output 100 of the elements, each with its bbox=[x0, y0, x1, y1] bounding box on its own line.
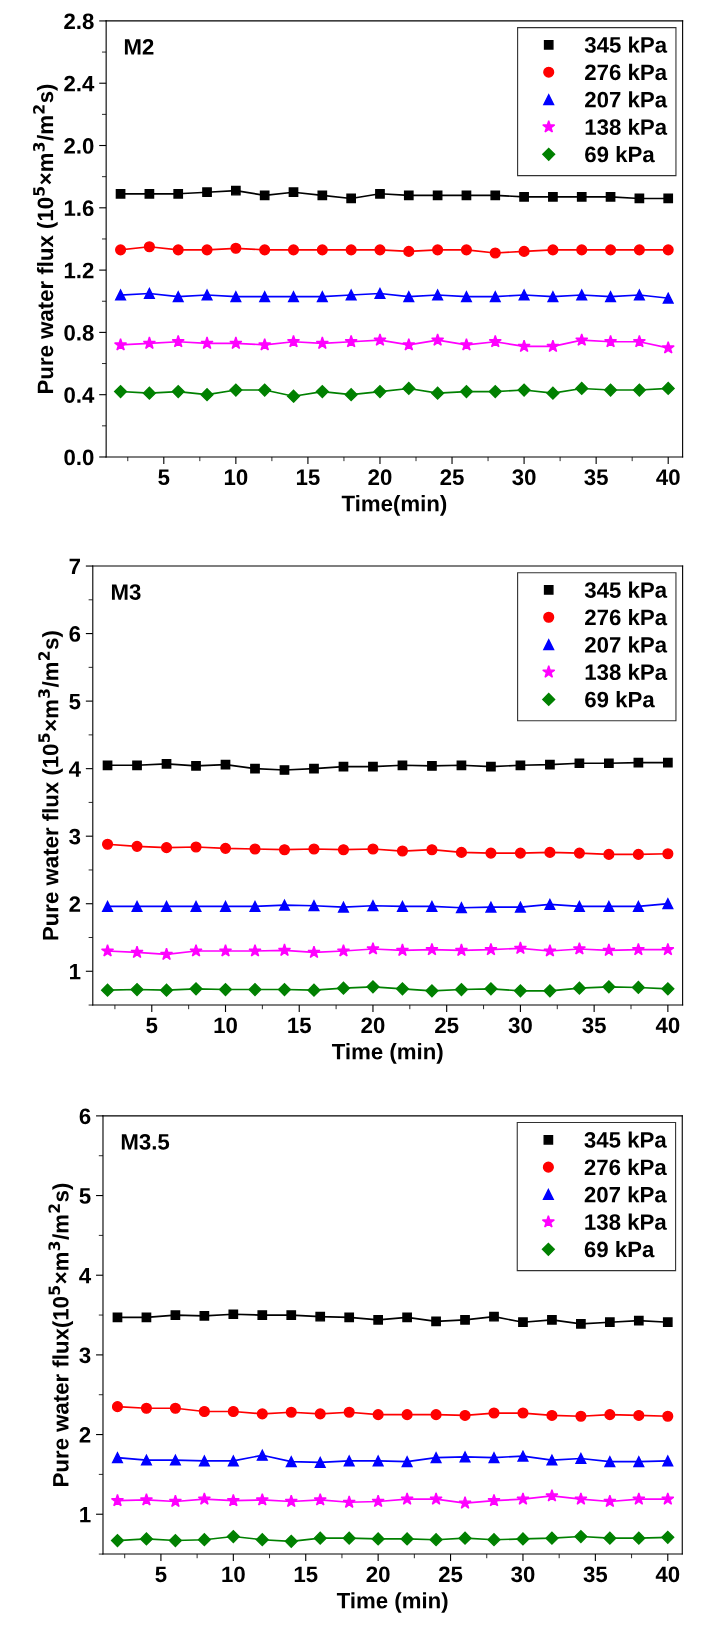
y-tick-label: 6 bbox=[69, 626, 81, 642]
point bbox=[197, 1533, 211, 1547]
point bbox=[258, 337, 272, 351]
x-axis-title: Time (min) bbox=[331, 1043, 443, 1064]
point bbox=[201, 289, 213, 301]
point bbox=[402, 1312, 412, 1323]
point bbox=[604, 291, 617, 303]
point bbox=[431, 386, 445, 400]
point bbox=[458, 1496, 472, 1509]
point bbox=[518, 245, 530, 257]
x-tick-label: 35 bbox=[582, 1017, 606, 1034]
point bbox=[484, 942, 498, 956]
point bbox=[460, 291, 472, 303]
x-tick-label: 35 bbox=[584, 469, 608, 486]
point bbox=[172, 244, 184, 256]
point bbox=[345, 244, 357, 256]
point bbox=[662, 1317, 673, 1328]
point bbox=[219, 842, 232, 854]
point bbox=[402, 337, 416, 351]
point bbox=[543, 984, 557, 998]
point bbox=[518, 289, 530, 301]
point bbox=[345, 289, 357, 301]
point bbox=[429, 1533, 443, 1547]
point bbox=[278, 844, 291, 856]
legend-label: 138 kPa bbox=[585, 118, 668, 135]
point bbox=[113, 384, 128, 399]
point bbox=[604, 244, 617, 256]
point bbox=[336, 944, 351, 957]
point bbox=[484, 982, 498, 996]
point bbox=[456, 760, 467, 771]
point bbox=[663, 193, 674, 204]
point bbox=[199, 1310, 210, 1321]
point bbox=[661, 982, 675, 996]
y-tick-label: 7 bbox=[69, 558, 81, 575]
point bbox=[367, 843, 379, 855]
point bbox=[603, 334, 618, 348]
point bbox=[226, 1493, 240, 1507]
point bbox=[662, 292, 674, 304]
point bbox=[278, 899, 291, 911]
point bbox=[661, 381, 675, 396]
point bbox=[396, 900, 409, 912]
legend-label: 138 kPa bbox=[585, 1213, 667, 1230]
point bbox=[218, 944, 233, 957]
point bbox=[190, 900, 202, 912]
point bbox=[115, 244, 127, 256]
y-axis-title: Pure water flux(10$^{5}$×m$^{3}$/m$^{2}$s) bbox=[48, 1183, 74, 1486]
legend-label: 207 kPa bbox=[585, 91, 668, 108]
point bbox=[279, 765, 290, 775]
point bbox=[284, 1494, 298, 1508]
x-tick-label: 35 bbox=[583, 1566, 608, 1583]
point bbox=[576, 1318, 586, 1329]
point bbox=[248, 982, 262, 997]
point bbox=[286, 389, 301, 403]
point bbox=[632, 1492, 646, 1505]
point bbox=[218, 982, 233, 997]
point bbox=[159, 947, 174, 961]
annotation: M3 bbox=[111, 584, 141, 600]
x-tick-label: 15 bbox=[288, 1017, 311, 1034]
point bbox=[100, 944, 115, 957]
point bbox=[485, 847, 497, 859]
point bbox=[633, 1409, 645, 1422]
point bbox=[101, 900, 114, 912]
point bbox=[230, 291, 242, 303]
x-tick-label: 20 bbox=[366, 1566, 390, 1583]
point bbox=[544, 846, 556, 858]
point bbox=[602, 980, 616, 994]
point bbox=[286, 334, 301, 348]
point bbox=[309, 763, 319, 774]
point bbox=[202, 187, 212, 198]
point bbox=[661, 1492, 675, 1505]
point bbox=[575, 381, 589, 396]
point bbox=[256, 1449, 268, 1461]
point bbox=[115, 188, 126, 199]
point bbox=[257, 1310, 268, 1320]
point bbox=[459, 1409, 471, 1422]
point bbox=[403, 190, 414, 201]
annotation: M3.5 bbox=[121, 1134, 170, 1150]
point bbox=[255, 1492, 269, 1506]
x-tick-label: 5 bbox=[158, 469, 170, 486]
point bbox=[489, 1311, 499, 1322]
point bbox=[603, 900, 615, 912]
point bbox=[518, 1317, 528, 1328]
x-axis-title: Time(min) bbox=[341, 495, 447, 516]
point bbox=[342, 1495, 356, 1509]
point bbox=[454, 943, 469, 957]
point bbox=[249, 843, 261, 855]
point bbox=[572, 942, 587, 955]
x-tick-label: 20 bbox=[368, 469, 392, 486]
point bbox=[400, 1492, 414, 1505]
point bbox=[604, 1456, 616, 1468]
x-tick-label: 5 bbox=[146, 1017, 158, 1034]
point bbox=[427, 761, 437, 771]
point bbox=[288, 187, 299, 198]
point bbox=[515, 760, 526, 771]
point bbox=[198, 1455, 210, 1467]
point bbox=[459, 384, 474, 399]
point bbox=[374, 244, 386, 256]
point bbox=[144, 188, 155, 199]
point bbox=[548, 192, 558, 202]
point bbox=[603, 383, 618, 397]
